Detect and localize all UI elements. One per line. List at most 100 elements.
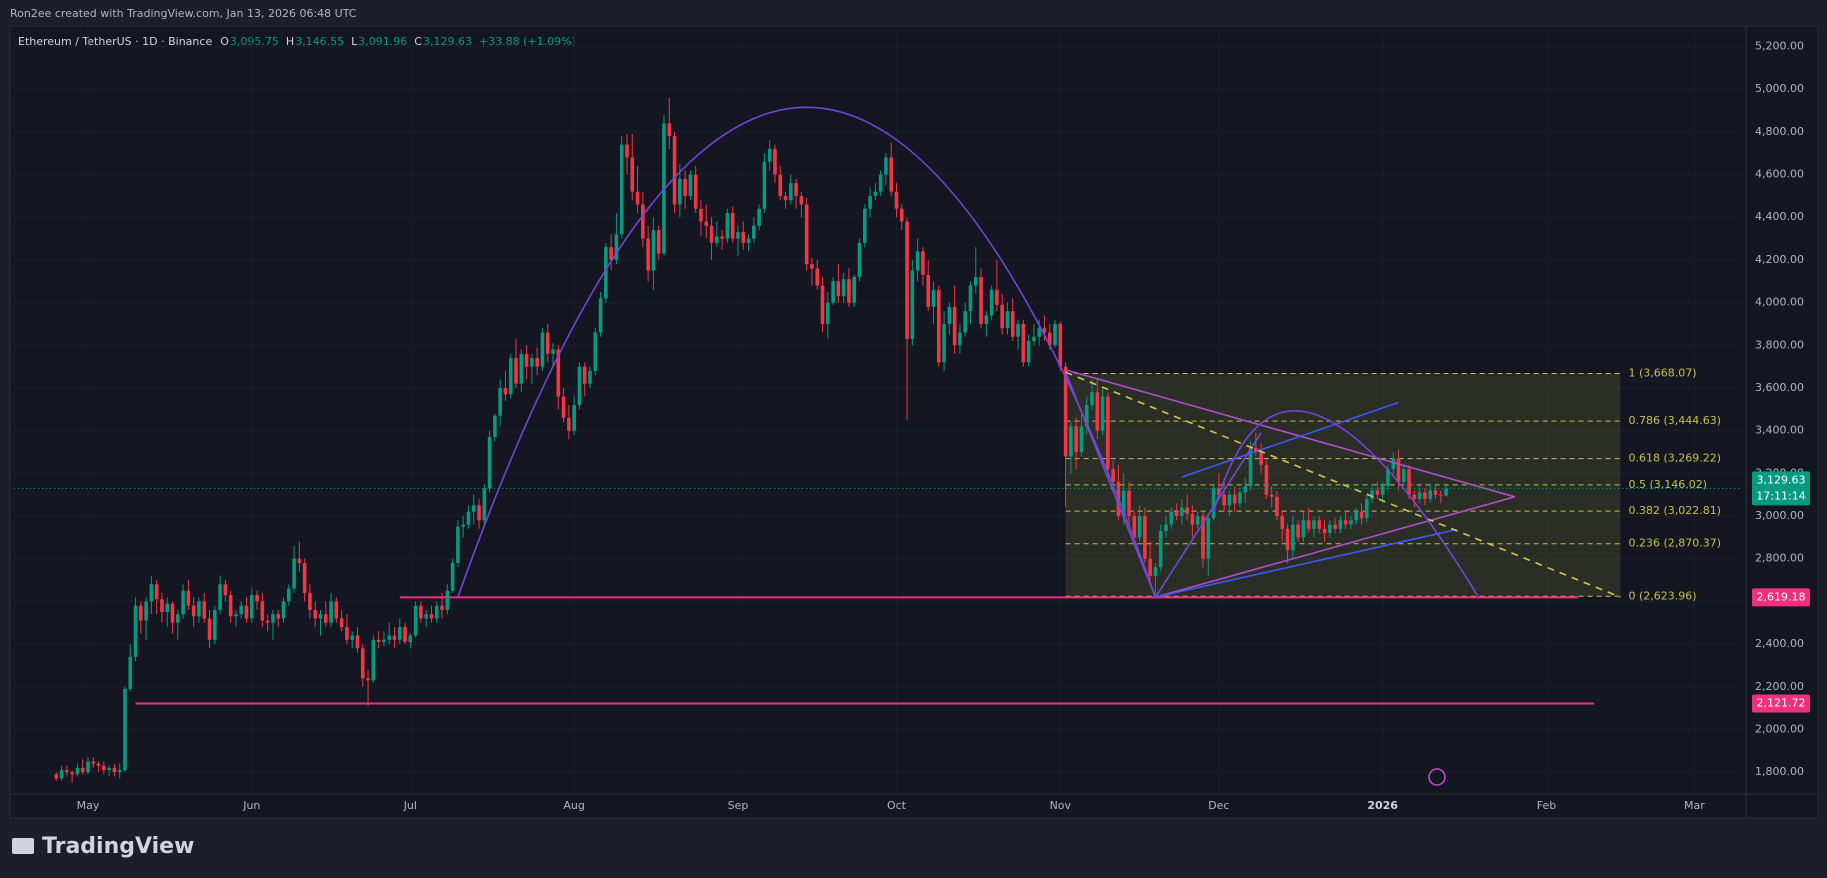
candle-body	[1391, 458, 1396, 470]
candle-body	[350, 635, 354, 640]
candle-body	[1280, 516, 1285, 529]
candle-body	[1317, 520, 1322, 529]
candle-body	[836, 281, 841, 297]
candle-body	[397, 627, 402, 640]
trendline	[1065, 371, 1621, 598]
candle-body	[419, 605, 423, 619]
candle-body	[260, 601, 265, 621]
candle-body	[1322, 528, 1327, 534]
ohlc-value: 3,129.63	[423, 35, 472, 48]
candle-body	[170, 603, 175, 623]
candle-body	[1338, 520, 1343, 529]
candle-body	[318, 614, 323, 619]
candle-body	[1285, 528, 1290, 551]
candle-body	[207, 618, 212, 640]
change: +33.88 (+1.09%)	[479, 35, 576, 48]
candle-body	[1243, 486, 1248, 493]
trendline	[1181, 401, 1399, 478]
arc	[1212, 410, 1479, 597]
alert-icon[interactable]	[1428, 768, 1446, 786]
y-tick-label: 3,600.00	[1755, 381, 1804, 394]
candle-body	[1185, 507, 1189, 514]
candle-body	[503, 387, 508, 395]
candle-body	[1428, 490, 1433, 499]
fib-label: 0.236 (2,870.37)	[1628, 537, 1721, 550]
ohlc-value: 3,091.96	[358, 35, 407, 48]
candle-body	[968, 285, 973, 312]
candle-body	[1100, 396, 1105, 431]
candle-body	[1380, 486, 1385, 495]
candle-body	[80, 767, 85, 773]
candle-body	[1195, 516, 1200, 525]
y-tick-label: 4,400.00	[1755, 210, 1804, 223]
candle-body	[646, 238, 650, 271]
candle-body	[1227, 494, 1232, 506]
candle-body	[1412, 494, 1417, 499]
candle-body	[704, 221, 709, 226]
candle-body	[1417, 492, 1422, 499]
candle-body	[947, 306, 952, 324]
candle-body	[1349, 520, 1353, 525]
brand: TradingView	[42, 834, 194, 859]
candle-body	[387, 635, 391, 640]
candle-body	[1164, 524, 1168, 531]
candle-body	[1063, 366, 1068, 457]
countdown: 17:11:14	[1756, 489, 1805, 502]
candle-body	[1143, 516, 1147, 559]
candle-body	[989, 289, 994, 316]
price-label-box	[1752, 694, 1810, 713]
candle-body	[234, 614, 238, 617]
symbol: Ethereum / TetherUS · 1D · Binance	[18, 35, 212, 48]
candle-body	[1079, 426, 1084, 453]
x-tick-label: Oct	[887, 799, 907, 812]
price-label: 2,619.18	[1757, 590, 1806, 603]
candle-body	[1042, 328, 1047, 333]
candle-body	[1211, 488, 1216, 519]
candle-body	[493, 415, 497, 438]
trendline	[1155, 528, 1457, 598]
candle-body	[297, 558, 302, 563]
candle-body	[831, 281, 835, 303]
candle-body	[878, 174, 883, 192]
candle-body	[508, 358, 513, 395]
candle-body	[1084, 405, 1089, 427]
candle-body	[1402, 469, 1406, 482]
candle-body	[218, 584, 222, 610]
candle-body	[1264, 464, 1269, 495]
candle-body	[730, 212, 735, 239]
candle-body	[651, 230, 656, 271]
candle-body	[276, 614, 281, 619]
candle-body	[1111, 469, 1115, 482]
candle-body	[1137, 516, 1142, 538]
y-tick-label: 4,200.00	[1755, 253, 1804, 266]
candle-body	[598, 298, 603, 333]
candle-body	[752, 225, 756, 239]
logo-mark	[12, 838, 34, 854]
candle-body	[1201, 516, 1205, 559]
candle-body	[1206, 518, 1211, 559]
candle-body	[65, 770, 69, 773]
candle-body	[392, 635, 397, 640]
ohlc-key: H	[286, 35, 294, 48]
candle-body	[799, 195, 804, 205]
y-tick-label: 1,800.00	[1755, 765, 1804, 778]
candle-body	[1354, 511, 1359, 521]
candle-body	[313, 609, 318, 619]
candle-body	[334, 601, 339, 619]
candle-body	[102, 765, 106, 771]
candle-body	[1058, 323, 1063, 367]
candle-body	[1174, 511, 1179, 517]
candle-body	[1222, 494, 1226, 506]
candle-body	[450, 562, 455, 591]
y-tick-label: 2,800.00	[1755, 552, 1804, 565]
candle-body	[1169, 511, 1174, 525]
candle-body	[593, 332, 598, 371]
candle-body	[905, 221, 909, 339]
candle-body	[70, 772, 74, 775]
candle-body	[1217, 488, 1221, 495]
candle-body	[725, 212, 730, 239]
candle-body	[820, 285, 825, 324]
y-tick-label: 4,600.00	[1755, 168, 1804, 181]
candle-body	[984, 315, 989, 324]
